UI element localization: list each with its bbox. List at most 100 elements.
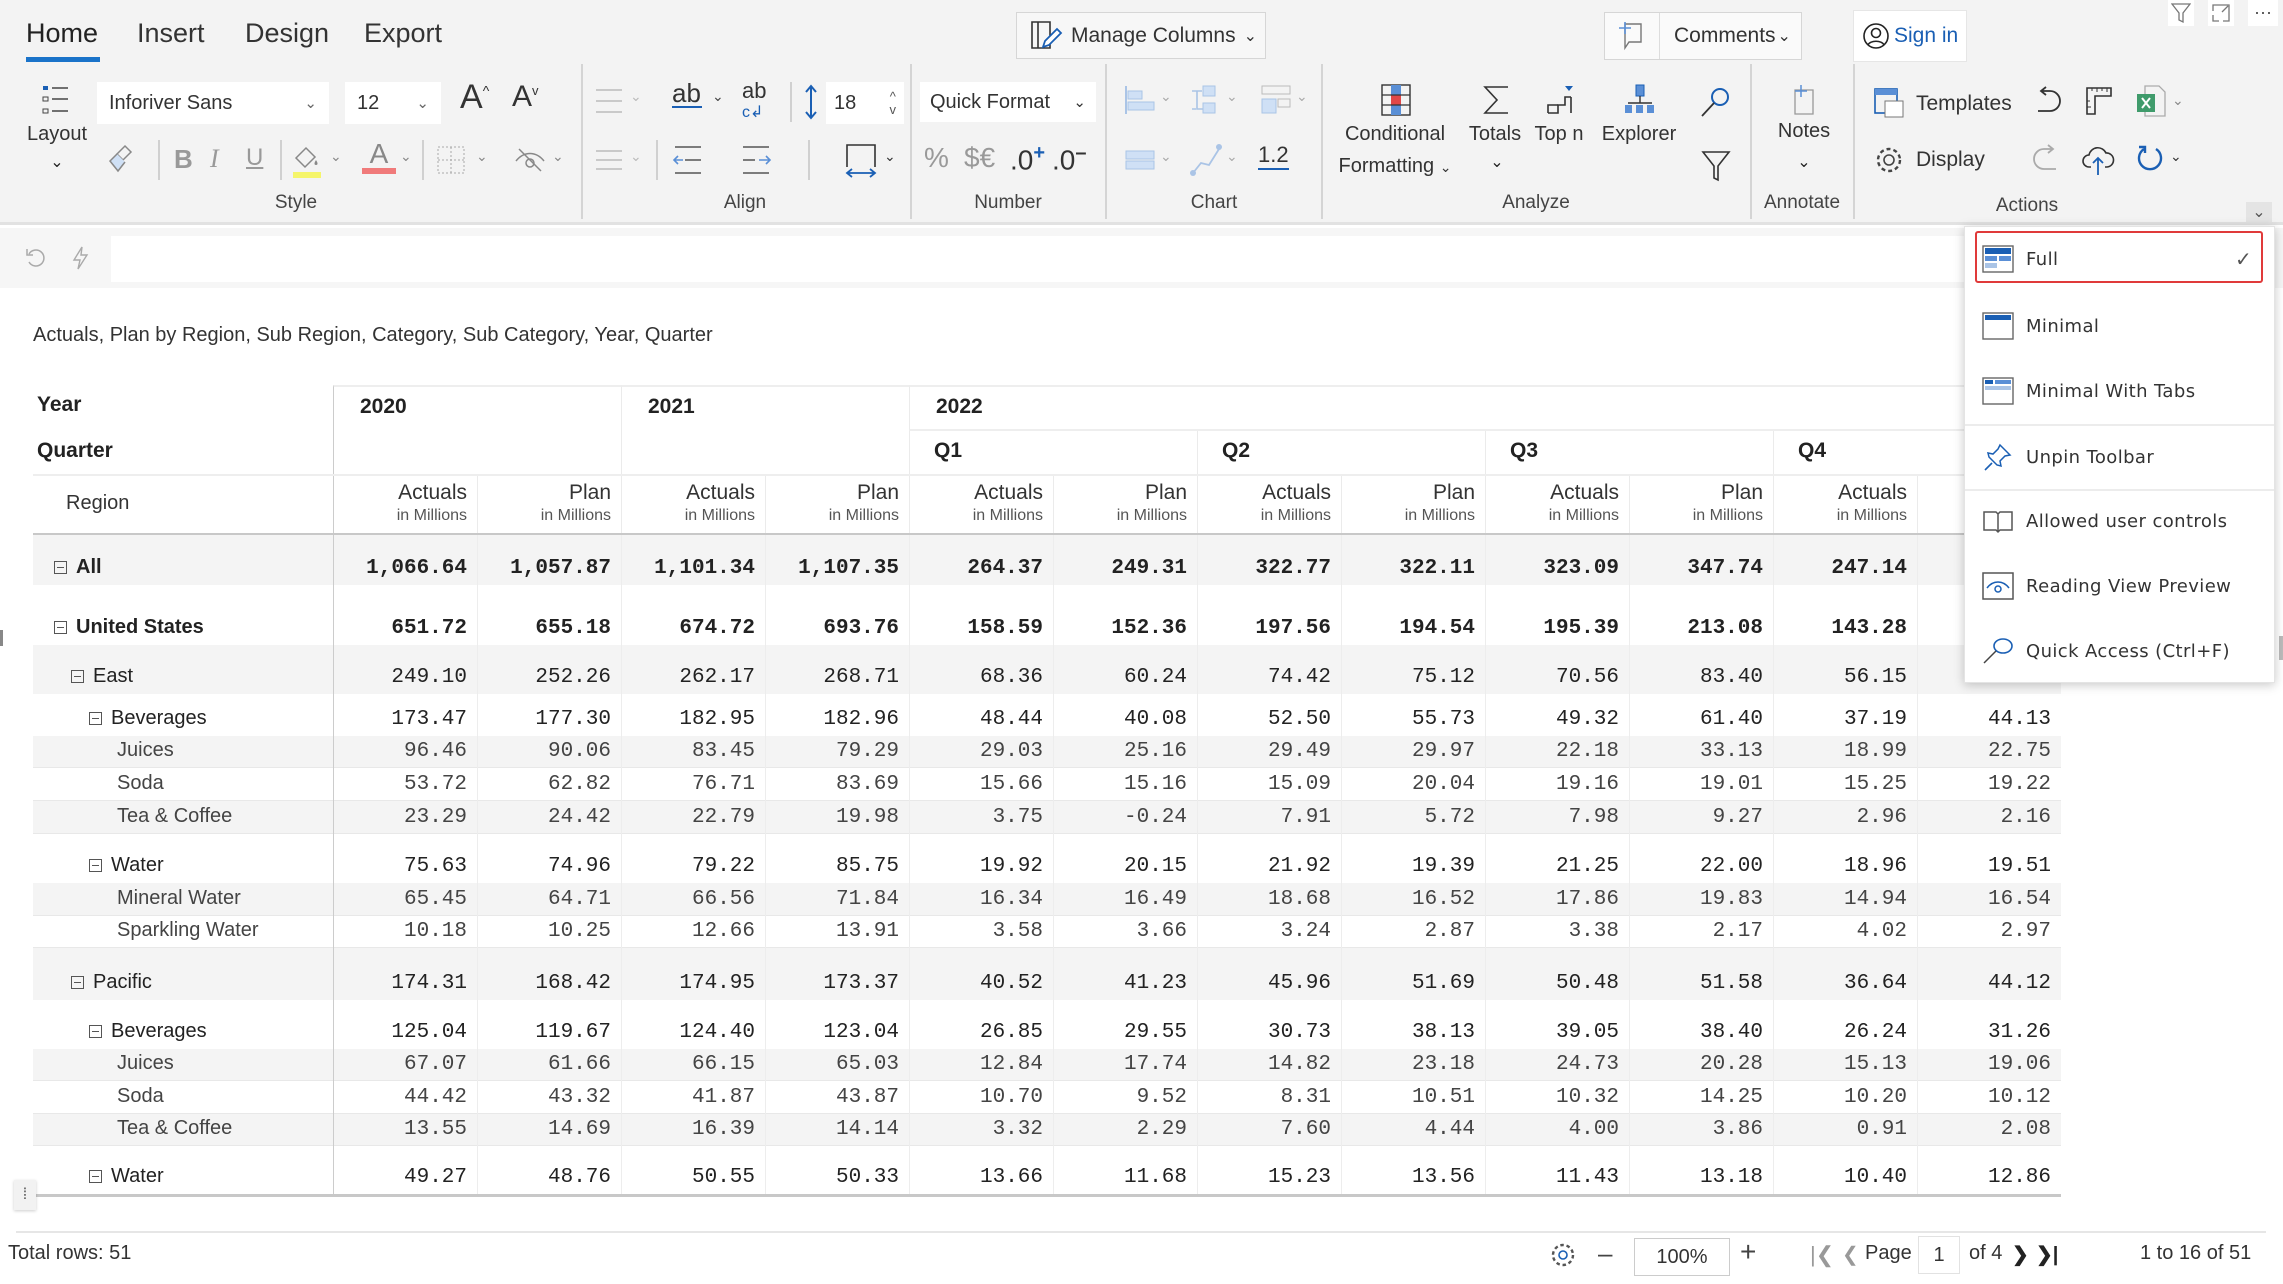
display-button[interactable]: Display — [1916, 148, 1985, 171]
drag-handle-icon[interactable]: ⁞ — [14, 1180, 36, 1210]
conditional-formatting-button[interactable]: Conditional — [1344, 123, 1446, 145]
stepper-arrows-icon[interactable]: ^ v — [889, 89, 897, 117]
font-color-icon[interactable]: A — [362, 138, 396, 178]
top-n-button[interactable]: Top n — [1534, 123, 1584, 145]
cloud-upload-icon[interactable] — [2080, 142, 2116, 178]
chevron-down-icon[interactable]: ⌄ — [552, 148, 564, 164]
add-comment-icon[interactable] — [1605, 13, 1660, 59]
collapse-ribbon-icon[interactable]: ⌄ — [2246, 202, 2272, 222]
collapse-icon[interactable] — [54, 621, 67, 634]
font-family-select[interactable]: Inforiver Sans ⌄ — [97, 82, 329, 124]
vertical-align-icon[interactable] — [592, 143, 626, 177]
row-header[interactable]: East — [33, 645, 333, 694]
page-number-input[interactable]: 1 — [1918, 1236, 1960, 1274]
templates-button[interactable]: Templates — [1916, 92, 2012, 115]
menu-item-minimal-with-tabs[interactable]: Minimal With Tabs — [1965, 363, 2274, 419]
quick-format-select[interactable]: Quick Format ⌄ — [920, 82, 1096, 122]
chart-type-icon[interactable] — [1122, 82, 1158, 118]
collapse-icon[interactable] — [89, 859, 102, 872]
text-overflow-icon[interactable]: ab — [672, 80, 702, 108]
search-icon[interactable] — [1698, 84, 1734, 120]
chevron-down-icon[interactable]: ⌄ — [50, 154, 64, 171]
chevron-down-icon[interactable]: ⌄ — [1490, 154, 1504, 171]
explorer-button[interactable]: Explorer — [1601, 123, 1677, 145]
row-header[interactable]: United States — [33, 585, 333, 645]
decrease-decimal-icon[interactable]: .0– — [1052, 142, 1087, 176]
row-header[interactable]: Beverages — [33, 694, 333, 736]
chart-style-icon[interactable] — [1258, 82, 1294, 118]
zoom-out-button[interactable]: – — [1598, 1238, 1613, 1268]
wrap-text-icon[interactable]: ab c↲ — [742, 78, 767, 122]
chevron-down-icon[interactable]: ⌄ — [1226, 148, 1238, 164]
bold-icon[interactable]: B — [174, 144, 193, 174]
row-header[interactable]: Beverages — [33, 1000, 333, 1049]
chevron-down-icon[interactable]: ⌄ — [1296, 88, 1308, 104]
chevron-down-icon[interactable]: ⌄ — [1797, 154, 1811, 171]
row-header[interactable]: Pacific — [33, 948, 333, 1000]
chevron-down-icon[interactable]: ⌄ — [400, 148, 412, 164]
chevron-down-icon[interactable]: ⌄ — [2172, 92, 2184, 108]
undo-icon[interactable] — [22, 244, 50, 272]
manage-columns-button[interactable]: Manage Columns ⌄ — [1016, 12, 1266, 59]
menu-item-full[interactable]: Full ✓ — [1965, 231, 2274, 287]
conditional-formatting-dropdown[interactable]: Formatting ⌄ — [1339, 155, 1452, 178]
decrease-indent-icon[interactable] — [670, 142, 704, 178]
collapse-icon[interactable] — [71, 670, 84, 683]
tab-insert[interactable]: Insert — [137, 18, 205, 48]
expand-icon[interactable] — [2208, 0, 2234, 26]
first-page-icon[interactable]: |❮ — [1810, 1242, 1835, 1267]
menu-item-quick-access[interactable]: Quick Access (Ctrl+F) — [1965, 623, 2274, 679]
layout-icon[interactable] — [40, 82, 72, 118]
chevron-down-icon[interactable]: ⌄ — [2170, 148, 2182, 164]
formula-input[interactable] — [111, 236, 1971, 282]
collapse-icon[interactable] — [89, 712, 102, 725]
row-height-stepper[interactable]: 18 ^ v — [826, 82, 904, 124]
row-header[interactable]: All — [33, 535, 333, 585]
collapse-icon[interactable] — [54, 561, 67, 574]
chevron-down-icon[interactable]: ⌄ — [1160, 88, 1172, 104]
comments-button[interactable]: Comments — [1674, 24, 1776, 47]
notes-button[interactable]: Notes — [1777, 120, 1831, 142]
percent-format-icon[interactable]: % — [924, 142, 949, 173]
data-labels-button[interactable]: 1.2 — [1258, 142, 1289, 170]
chevron-down-icon[interactable]: ⌄ — [630, 88, 642, 104]
more-options-icon[interactable]: ⋯ — [2248, 0, 2278, 26]
increase-indent-icon[interactable] — [740, 142, 774, 178]
borders-icon[interactable] — [434, 142, 468, 178]
next-page-icon[interactable]: ❯ — [2012, 1244, 2029, 1266]
chevron-down-icon[interactable]: ⌄ — [630, 148, 642, 164]
last-page-icon[interactable]: ❯| — [2036, 1244, 2059, 1266]
menu-item-minimal[interactable]: Minimal — [1965, 298, 2274, 354]
font-size-select[interactable]: 12 ⌄ — [345, 82, 441, 124]
scrollbar-thumb[interactable] — [2279, 636, 2283, 660]
undo-icon[interactable] — [2030, 84, 2064, 118]
italic-icon[interactable]: I — [210, 144, 219, 173]
row-header[interactable]: Water — [33, 834, 333, 883]
column-width-icon[interactable] — [842, 140, 880, 180]
chart-layout-icon[interactable] — [1188, 82, 1224, 118]
excel-export-icon[interactable] — [2134, 84, 2168, 118]
chevron-down-icon[interactable]: ⌄ — [330, 148, 342, 164]
menu-item-unpin-toolbar[interactable]: Unpin Toolbar — [1965, 429, 2274, 485]
zoom-in-button[interactable]: + — [1740, 1236, 1757, 1267]
decrease-font-size-icon[interactable]: Av — [512, 80, 539, 113]
format-painter-icon[interactable] — [106, 142, 138, 178]
menu-item-allowed-user-controls[interactable]: Allowed user controls — [1965, 493, 2274, 549]
sign-in-button[interactable]: Sign in — [1853, 10, 1967, 62]
gear-icon[interactable] — [1548, 1240, 1578, 1270]
line-chart-icon[interactable] — [1188, 140, 1224, 178]
totals-button[interactable]: Totals — [1468, 123, 1522, 145]
increase-decimal-icon[interactable]: .0+ — [1010, 142, 1046, 176]
chevron-down-icon[interactable]: ⌄ — [476, 148, 488, 164]
menu-item-reading-view-preview[interactable]: Reading View Preview — [1965, 558, 2274, 614]
fill-color-icon[interactable] — [290, 140, 324, 180]
filter-icon[interactable] — [1698, 148, 1734, 184]
refresh-icon[interactable] — [2132, 142, 2166, 176]
chevron-down-icon[interactable]: ⌄ — [884, 148, 896, 164]
chart-axis-icon[interactable] — [1122, 142, 1158, 178]
ruler-icon[interactable] — [2082, 84, 2116, 118]
hide-icon[interactable] — [512, 142, 548, 178]
layout-button[interactable]: Layout — [26, 123, 88, 145]
tab-design[interactable]: Design — [245, 18, 330, 48]
currency-format-icon[interactable]: $€ — [964, 142, 996, 173]
